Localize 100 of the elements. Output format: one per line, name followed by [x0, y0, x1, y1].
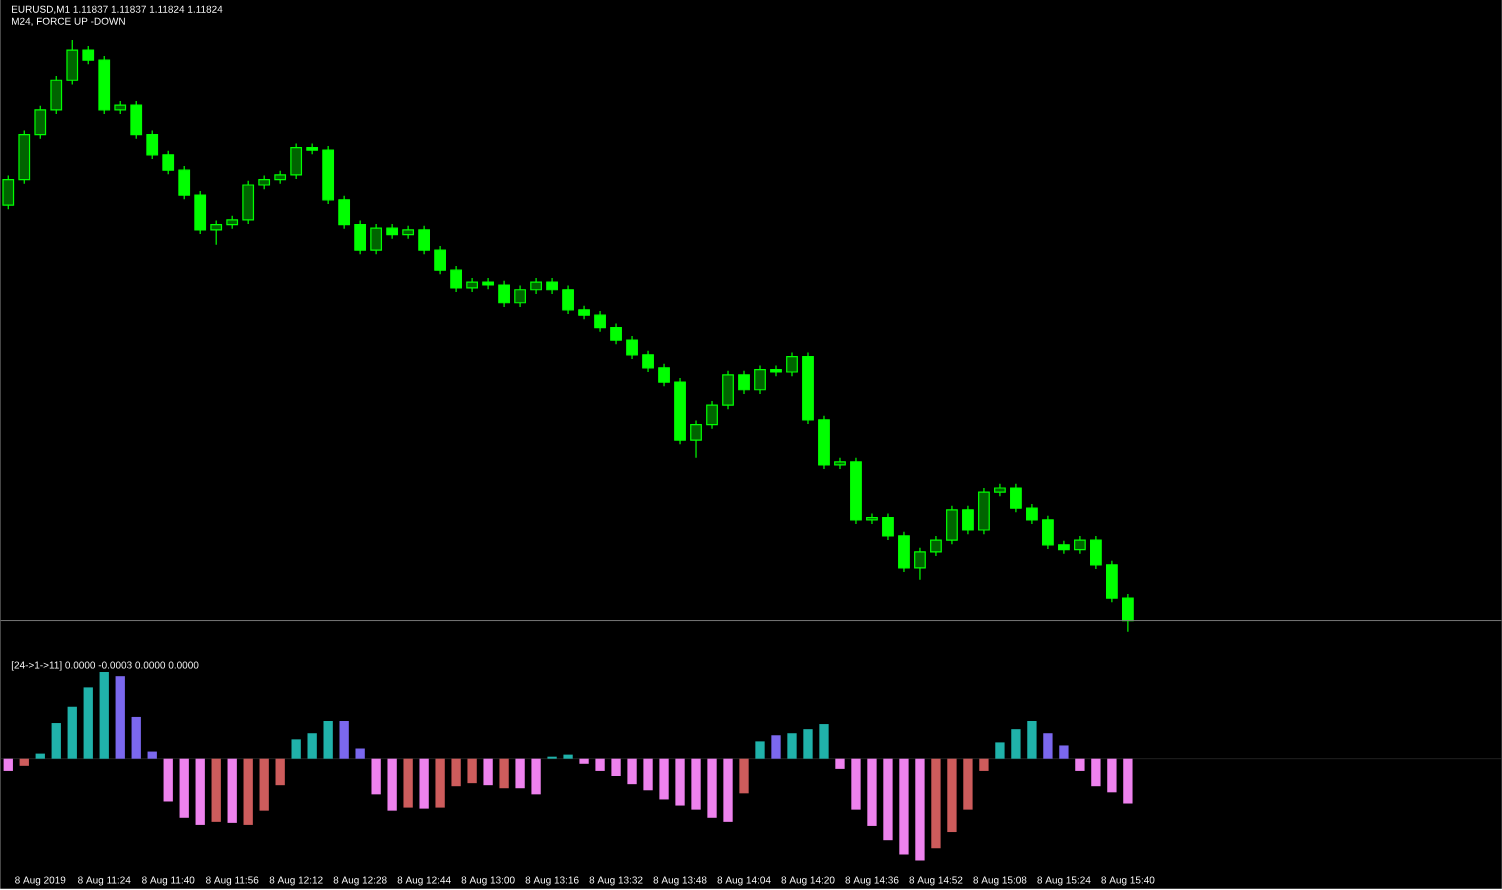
bar: [419, 758, 429, 809]
bar: [195, 758, 205, 825]
x-tick-label: 8 Aug 13:48: [653, 876, 707, 886]
candlestick: [754, 364, 766, 395]
bar: [387, 758, 397, 811]
candlestick: [738, 370, 750, 395]
bar: [1075, 758, 1085, 771]
x-tick-label: 8 Aug 13:32: [589, 876, 643, 886]
bar: [3, 758, 13, 771]
bar: [803, 729, 813, 759]
bar: [563, 754, 573, 759]
bar: [899, 758, 909, 855]
bar: [1043, 733, 1053, 759]
candlestick: [706, 400, 718, 430]
chart-title: EURUSD,M1 1.11837 1.11837 1.11824 1.11824: [12, 5, 223, 14]
bar: [339, 721, 349, 759]
candlestick: [626, 335, 638, 360]
candlestick: [146, 129, 159, 160]
bar: [275, 758, 285, 786]
bar: [1059, 745, 1069, 759]
bar: [547, 756, 557, 759]
bar: [851, 758, 861, 810]
candlestick: [418, 225, 430, 255]
candlestick: [562, 285, 574, 315]
bar: [835, 758, 845, 769]
x-tick-label: 8 Aug 11:40: [142, 876, 195, 886]
bar: [227, 758, 237, 823]
candlestick: [962, 505, 974, 535]
x-tick-label: 8 Aug 15:24: [1037, 876, 1091, 886]
candlestick: [1010, 483, 1022, 513]
candlestick: [610, 322, 622, 345]
bar: [883, 758, 893, 841]
candlestick: [370, 223, 383, 255]
bar: [643, 758, 653, 791]
candlestick: [1026, 503, 1038, 525]
candlestick: [882, 512, 894, 541]
bar: [755, 741, 765, 759]
bar: [147, 751, 157, 759]
bar: [611, 758, 621, 777]
bar: [131, 716, 141, 759]
bar: [451, 758, 461, 787]
bar: [819, 724, 829, 759]
bar: [963, 758, 973, 810]
bar: [787, 733, 797, 759]
candlestick: [770, 364, 782, 377]
bar: [179, 758, 189, 818]
x-tick-label: 8 Aug 14:36: [845, 876, 899, 886]
bar: [915, 758, 925, 861]
bar: [35, 753, 45, 759]
bar: [691, 758, 701, 810]
bar: [403, 758, 413, 808]
bar: [723, 758, 733, 822]
candlestick: [594, 310, 606, 333]
candlestick: [642, 350, 654, 373]
x-tick-label: 8 Aug 11:24: [78, 876, 131, 886]
bar: [579, 758, 589, 764]
x-tick-label: 8 Aug 2019: [15, 876, 66, 886]
bar: [67, 706, 77, 759]
candlestick: [930, 535, 942, 557]
candlestick: [786, 351, 798, 377]
bar: [355, 748, 365, 759]
candlestick: [82, 45, 95, 65]
x-tick-label: 8 Aug 14:52: [909, 876, 963, 886]
bar: [1027, 721, 1037, 759]
bar: [499, 758, 509, 789]
bar: [19, 758, 29, 766]
bar: [307, 733, 317, 759]
bar: [291, 739, 301, 759]
x-tick-label: 8 Aug 12:12: [269, 876, 323, 886]
bar: [947, 758, 957, 833]
bar: [1091, 758, 1101, 787]
bar: [995, 742, 1005, 759]
candlestick: [450, 265, 462, 293]
x-tick-label: 8 Aug 13:16: [525, 876, 579, 886]
bar: [323, 721, 333, 759]
bar: [867, 758, 877, 826]
candlestick: [1122, 593, 1134, 633]
bar: [531, 758, 541, 795]
candlestick: [690, 419, 702, 459]
bar: [627, 758, 637, 785]
x-tick-label: 8 Aug 13:00: [461, 876, 515, 886]
bar: [707, 758, 717, 818]
x-tick-label: 8 Aug 11:56: [206, 876, 259, 886]
chart-subtitle: M24, FORCE UP -DOWN: [12, 17, 125, 26]
bar: [659, 758, 669, 800]
candlestick: [482, 277, 494, 290]
bar: [979, 758, 989, 771]
bar: [515, 758, 525, 789]
candlestick: [514, 285, 526, 308]
candlestick: [210, 219, 223, 246]
bar: [51, 723, 61, 759]
bar: [243, 758, 253, 825]
bar: [371, 758, 381, 795]
chart-title: [24->1->11] 0.0000 -0.0003 0.0000 0.0000: [11, 661, 199, 671]
x-tick-label: 8 Aug 14:04: [717, 876, 771, 886]
bar: [483, 758, 493, 786]
x-tick-label: 8 Aug 14:20: [781, 876, 835, 886]
bar: [675, 758, 685, 806]
bar: [99, 672, 109, 759]
bar: [435, 758, 445, 808]
